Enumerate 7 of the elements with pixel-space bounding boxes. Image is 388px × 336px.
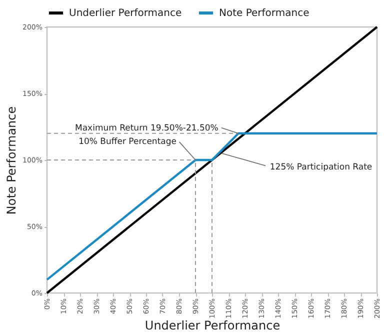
x-axis-title: Underlier Performance xyxy=(144,318,280,333)
legend-label: Note Performance xyxy=(219,8,310,19)
annotation: 125% Participation Rate xyxy=(270,162,372,172)
y-axis-title: Note Performance xyxy=(4,106,18,215)
annotation: 10% Buffer Percentage xyxy=(78,137,176,147)
annotation: Maximum Return 19.50%-21.50% xyxy=(75,123,218,134)
legend-label: Underlier Performance xyxy=(69,8,182,19)
